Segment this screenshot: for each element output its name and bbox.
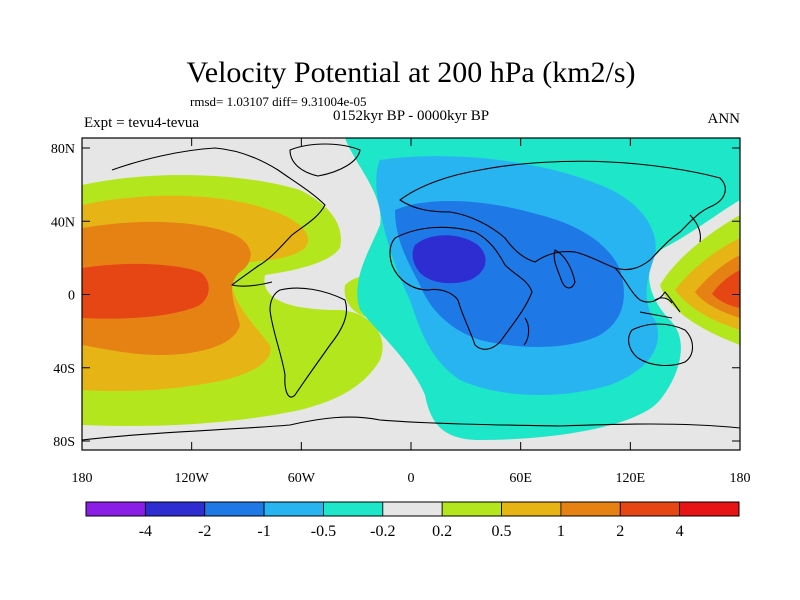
colorbar-swatch — [501, 501, 562, 517]
coast-indonesia — [639, 297, 673, 319]
colorbar-label: 0.2 — [432, 523, 452, 540]
field-negative-strong — [412, 235, 486, 284]
period-label: 0152kyr BP - 0000kyr BP — [333, 108, 489, 124]
colorbar-label: -2 — [198, 523, 211, 540]
velocity-potential-field — [82, 138, 740, 450]
season-label: ANN — [708, 111, 741, 127]
x-tick-label: 180 — [730, 471, 751, 486]
colorbar-swatch — [619, 501, 681, 517]
colorbar-swatch — [679, 501, 740, 517]
colorbar-label: -0.2 — [370, 523, 395, 540]
colorbar-label: 1 — [557, 523, 565, 540]
experiment-label: Expt = tevu4-tevua — [84, 115, 199, 131]
y-tick-label: 80S — [53, 435, 75, 450]
y-tick-label: 80N — [51, 142, 75, 157]
axis-ticks — [81, 138, 741, 450]
colorbar-swatch — [560, 501, 621, 517]
field-positive-max — [82, 263, 209, 319]
colorbar-swatch — [85, 501, 146, 517]
stats-label: rmsd= 1.03107 diff= 9.31004e-05 — [190, 94, 367, 109]
coast-eurasia — [399, 160, 726, 271]
x-tick-label: 120E — [616, 471, 646, 486]
coastlines — [82, 143, 740, 441]
colorbar-swatch — [323, 501, 384, 517]
colorbar-swatch — [441, 501, 502, 517]
coast-madagascar — [523, 317, 530, 346]
colorbar-frame — [85, 501, 740, 517]
coast-india — [553, 249, 576, 289]
y-tick-label: 40N — [51, 215, 75, 230]
plot-title: Velocity Potential at 200 hPa (km2/s) — [186, 56, 635, 89]
colorbar-swatch — [263, 501, 324, 517]
coast-australia — [628, 323, 694, 367]
x-tick-label: 0 — [408, 471, 415, 486]
colorbar-swatch — [144, 501, 206, 517]
field-positive-westpacific-max — [712, 270, 740, 308]
colorbar-swatch — [382, 501, 443, 517]
coast-south-america — [269, 287, 348, 398]
colorbar-label: 4 — [676, 523, 684, 540]
coast-japan — [689, 214, 701, 243]
colorbar-label: -1 — [257, 523, 270, 540]
colorbar-swatch — [204, 501, 265, 517]
colorbar-label: 2 — [616, 523, 624, 540]
coast-north-america — [111, 147, 326, 287]
y-tick-label: 40S — [53, 362, 75, 377]
coast-greenland — [289, 143, 361, 177]
colorbar-label: -4 — [139, 523, 152, 540]
x-tick-label: 60W — [288, 471, 316, 486]
x-tick-label: 180 — [72, 471, 93, 486]
colorbar: -4 -2 -1 -0.5 -0.2 0.2 0.5 1 2 4 — [85, 501, 740, 540]
colorbar-label: -0.5 — [311, 523, 336, 540]
coast-antarctica — [82, 416, 740, 441]
x-tick-label: 60E — [509, 471, 532, 486]
coast-southeast-asia — [614, 267, 681, 313]
y-tick-label: 0 — [68, 289, 75, 304]
colorbar-label: 0.5 — [492, 523, 512, 540]
coast-africa — [389, 226, 533, 350]
x-tick-label: 120W — [175, 471, 210, 486]
